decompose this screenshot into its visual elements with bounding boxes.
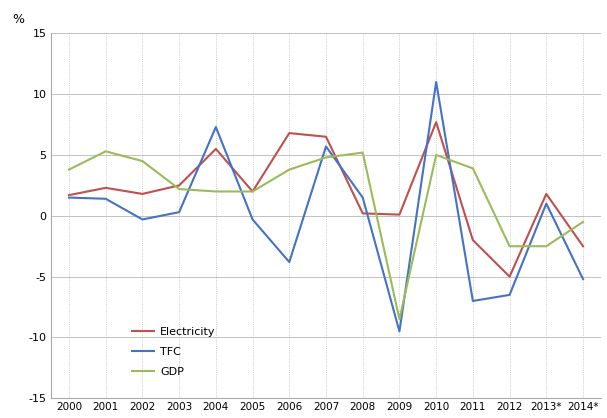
TFC bbox=[579, 277, 586, 282]
Electricity bbox=[286, 130, 293, 135]
TFC bbox=[175, 210, 183, 215]
Electricity bbox=[359, 211, 367, 216]
GDP bbox=[139, 158, 146, 163]
GDP bbox=[506, 244, 514, 249]
Electricity bbox=[469, 238, 476, 243]
GDP bbox=[433, 153, 440, 158]
Legend: Electricity, TFC, GDP: Electricity, TFC, GDP bbox=[128, 323, 220, 382]
Line: GDP: GDP bbox=[69, 151, 583, 319]
Electricity bbox=[249, 189, 256, 194]
GDP bbox=[469, 166, 476, 171]
Electricity bbox=[433, 120, 440, 125]
Electricity bbox=[66, 193, 73, 198]
Electricity bbox=[322, 134, 330, 139]
TFC bbox=[102, 196, 109, 201]
Line: Electricity: Electricity bbox=[69, 122, 583, 277]
GDP bbox=[359, 150, 367, 155]
TFC bbox=[286, 260, 293, 265]
TFC bbox=[433, 79, 440, 84]
GDP bbox=[579, 219, 586, 224]
GDP bbox=[66, 167, 73, 172]
TFC bbox=[543, 201, 550, 206]
TFC bbox=[506, 292, 514, 297]
Electricity bbox=[175, 183, 183, 188]
Electricity bbox=[102, 185, 109, 190]
GDP bbox=[543, 244, 550, 249]
Electricity bbox=[579, 244, 586, 249]
GDP bbox=[102, 149, 109, 154]
TFC bbox=[212, 125, 220, 130]
Electricity bbox=[543, 191, 550, 196]
TFC bbox=[359, 195, 367, 200]
GDP bbox=[286, 167, 293, 172]
TFC bbox=[66, 195, 73, 200]
TFC bbox=[322, 144, 330, 149]
Electricity bbox=[396, 212, 403, 217]
TFC bbox=[396, 329, 403, 334]
TFC bbox=[469, 298, 476, 303]
Electricity bbox=[139, 191, 146, 196]
GDP bbox=[175, 186, 183, 191]
TFC bbox=[139, 217, 146, 222]
GDP bbox=[322, 155, 330, 160]
Text: %: % bbox=[12, 13, 24, 26]
GDP bbox=[396, 317, 403, 322]
TFC bbox=[249, 217, 256, 222]
GDP bbox=[249, 189, 256, 194]
Electricity bbox=[212, 146, 220, 151]
Line: TFC: TFC bbox=[69, 82, 583, 331]
Electricity bbox=[506, 274, 514, 279]
GDP bbox=[212, 189, 220, 194]
